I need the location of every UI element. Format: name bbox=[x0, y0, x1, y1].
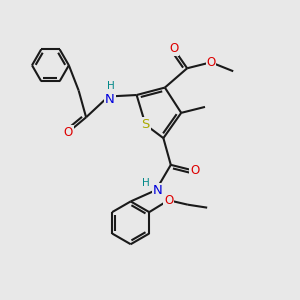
Text: O: O bbox=[206, 56, 216, 69]
Text: H: H bbox=[142, 178, 149, 188]
Text: N: N bbox=[105, 93, 115, 106]
Text: S: S bbox=[141, 118, 150, 131]
Text: O: O bbox=[164, 194, 173, 207]
Text: O: O bbox=[190, 164, 199, 177]
Text: O: O bbox=[64, 126, 73, 139]
Text: N: N bbox=[153, 184, 162, 197]
Text: H: H bbox=[107, 81, 115, 91]
Text: O: O bbox=[169, 42, 178, 56]
